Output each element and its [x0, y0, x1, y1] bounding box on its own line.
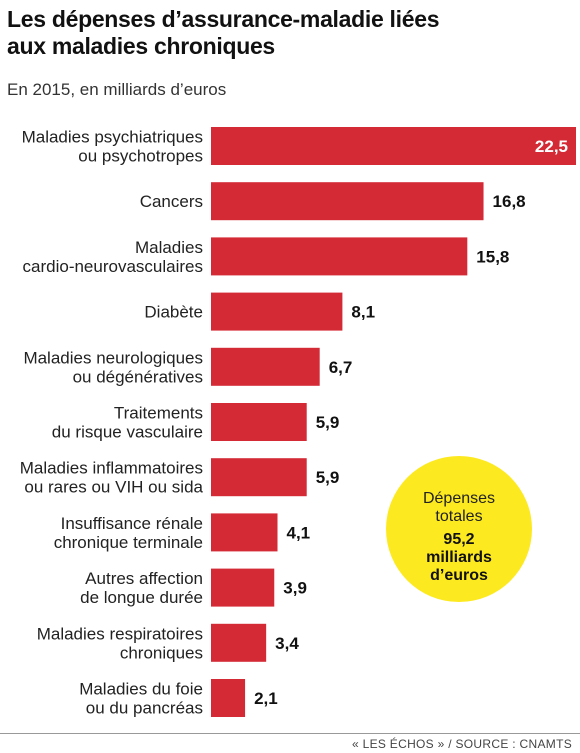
category-label: Maladies respiratoires chroniques: [37, 624, 203, 662]
bar: [211, 292, 343, 331]
category-label: Traitements du risque vasculaire: [52, 404, 203, 442]
chart-subtitle: En 2015, en milliards d’euros: [7, 80, 227, 99]
value-label: 22,5: [535, 137, 568, 156]
total-badge: Dépenses totales 95,2 milliards d’euros: [386, 456, 532, 602]
value-label: 2,1: [254, 689, 278, 708]
value-label: 5,9: [316, 468, 340, 487]
bar: [211, 127, 576, 165]
value-label: 5,9: [316, 413, 340, 432]
category-label: Maladies cardio-neurovasculaires: [23, 238, 203, 276]
category-label: Cancers: [140, 192, 203, 211]
chart-title: Les dépenses d’assurance-maladie liées a…: [7, 6, 577, 60]
badge-line-4: milliards: [426, 549, 492, 566]
value-label: 8,1: [351, 303, 375, 322]
badge-total: 95,2 milliards d’euros: [386, 531, 532, 585]
badge-line-1: Dépenses: [422, 490, 496, 507]
category-label: Maladies du foie ou du pancréas: [79, 680, 203, 718]
bar: [211, 458, 307, 497]
value-label: 15,8: [476, 247, 509, 266]
footer-divider: [0, 733, 580, 734]
bar-chart: Maladies psychiatriques ou psychotropes 22…: [20, 127, 576, 718]
value-label: 16,8: [493, 192, 526, 211]
category-label: Maladies inflammatoires ou rares ou VIH o…: [20, 459, 204, 497]
value-label: 4,1: [287, 523, 311, 542]
footer-credit: « LES ÉCHOS » / SOURCE : CNAMTS: [351, 737, 572, 751]
bar: [211, 623, 267, 662]
bar: [211, 182, 484, 221]
category-label: Diabète: [144, 303, 203, 322]
bar: [211, 403, 307, 441]
bar: [211, 568, 275, 607]
title-line-2: aux maladies chroniques: [7, 33, 275, 59]
value-label: 3,9: [283, 579, 307, 598]
title-line-1: Les dépenses d’assurance-maladie liées: [7, 6, 440, 32]
bar: [211, 679, 246, 717]
badge-line-3: 95,2: [443, 531, 475, 548]
category-label: Autres affection de longue durée: [80, 569, 203, 607]
value-label: 3,4: [275, 634, 299, 653]
value-label: 6,7: [329, 358, 353, 377]
bar: [211, 347, 320, 386]
badge-line-5: d’euros: [430, 567, 488, 584]
badge-line-2: totales: [435, 508, 483, 525]
category-label: Maladies psychiatriques ou psychotropes: [22, 128, 203, 166]
bar: [211, 237, 468, 276]
badge-caption: Dépenses totales: [386, 490, 532, 526]
category-label: Maladies neurologiques ou dégénératives: [23, 348, 203, 386]
bar: [211, 513, 278, 552]
category-label: Insuffisance rénale chronique terminale: [54, 514, 203, 552]
